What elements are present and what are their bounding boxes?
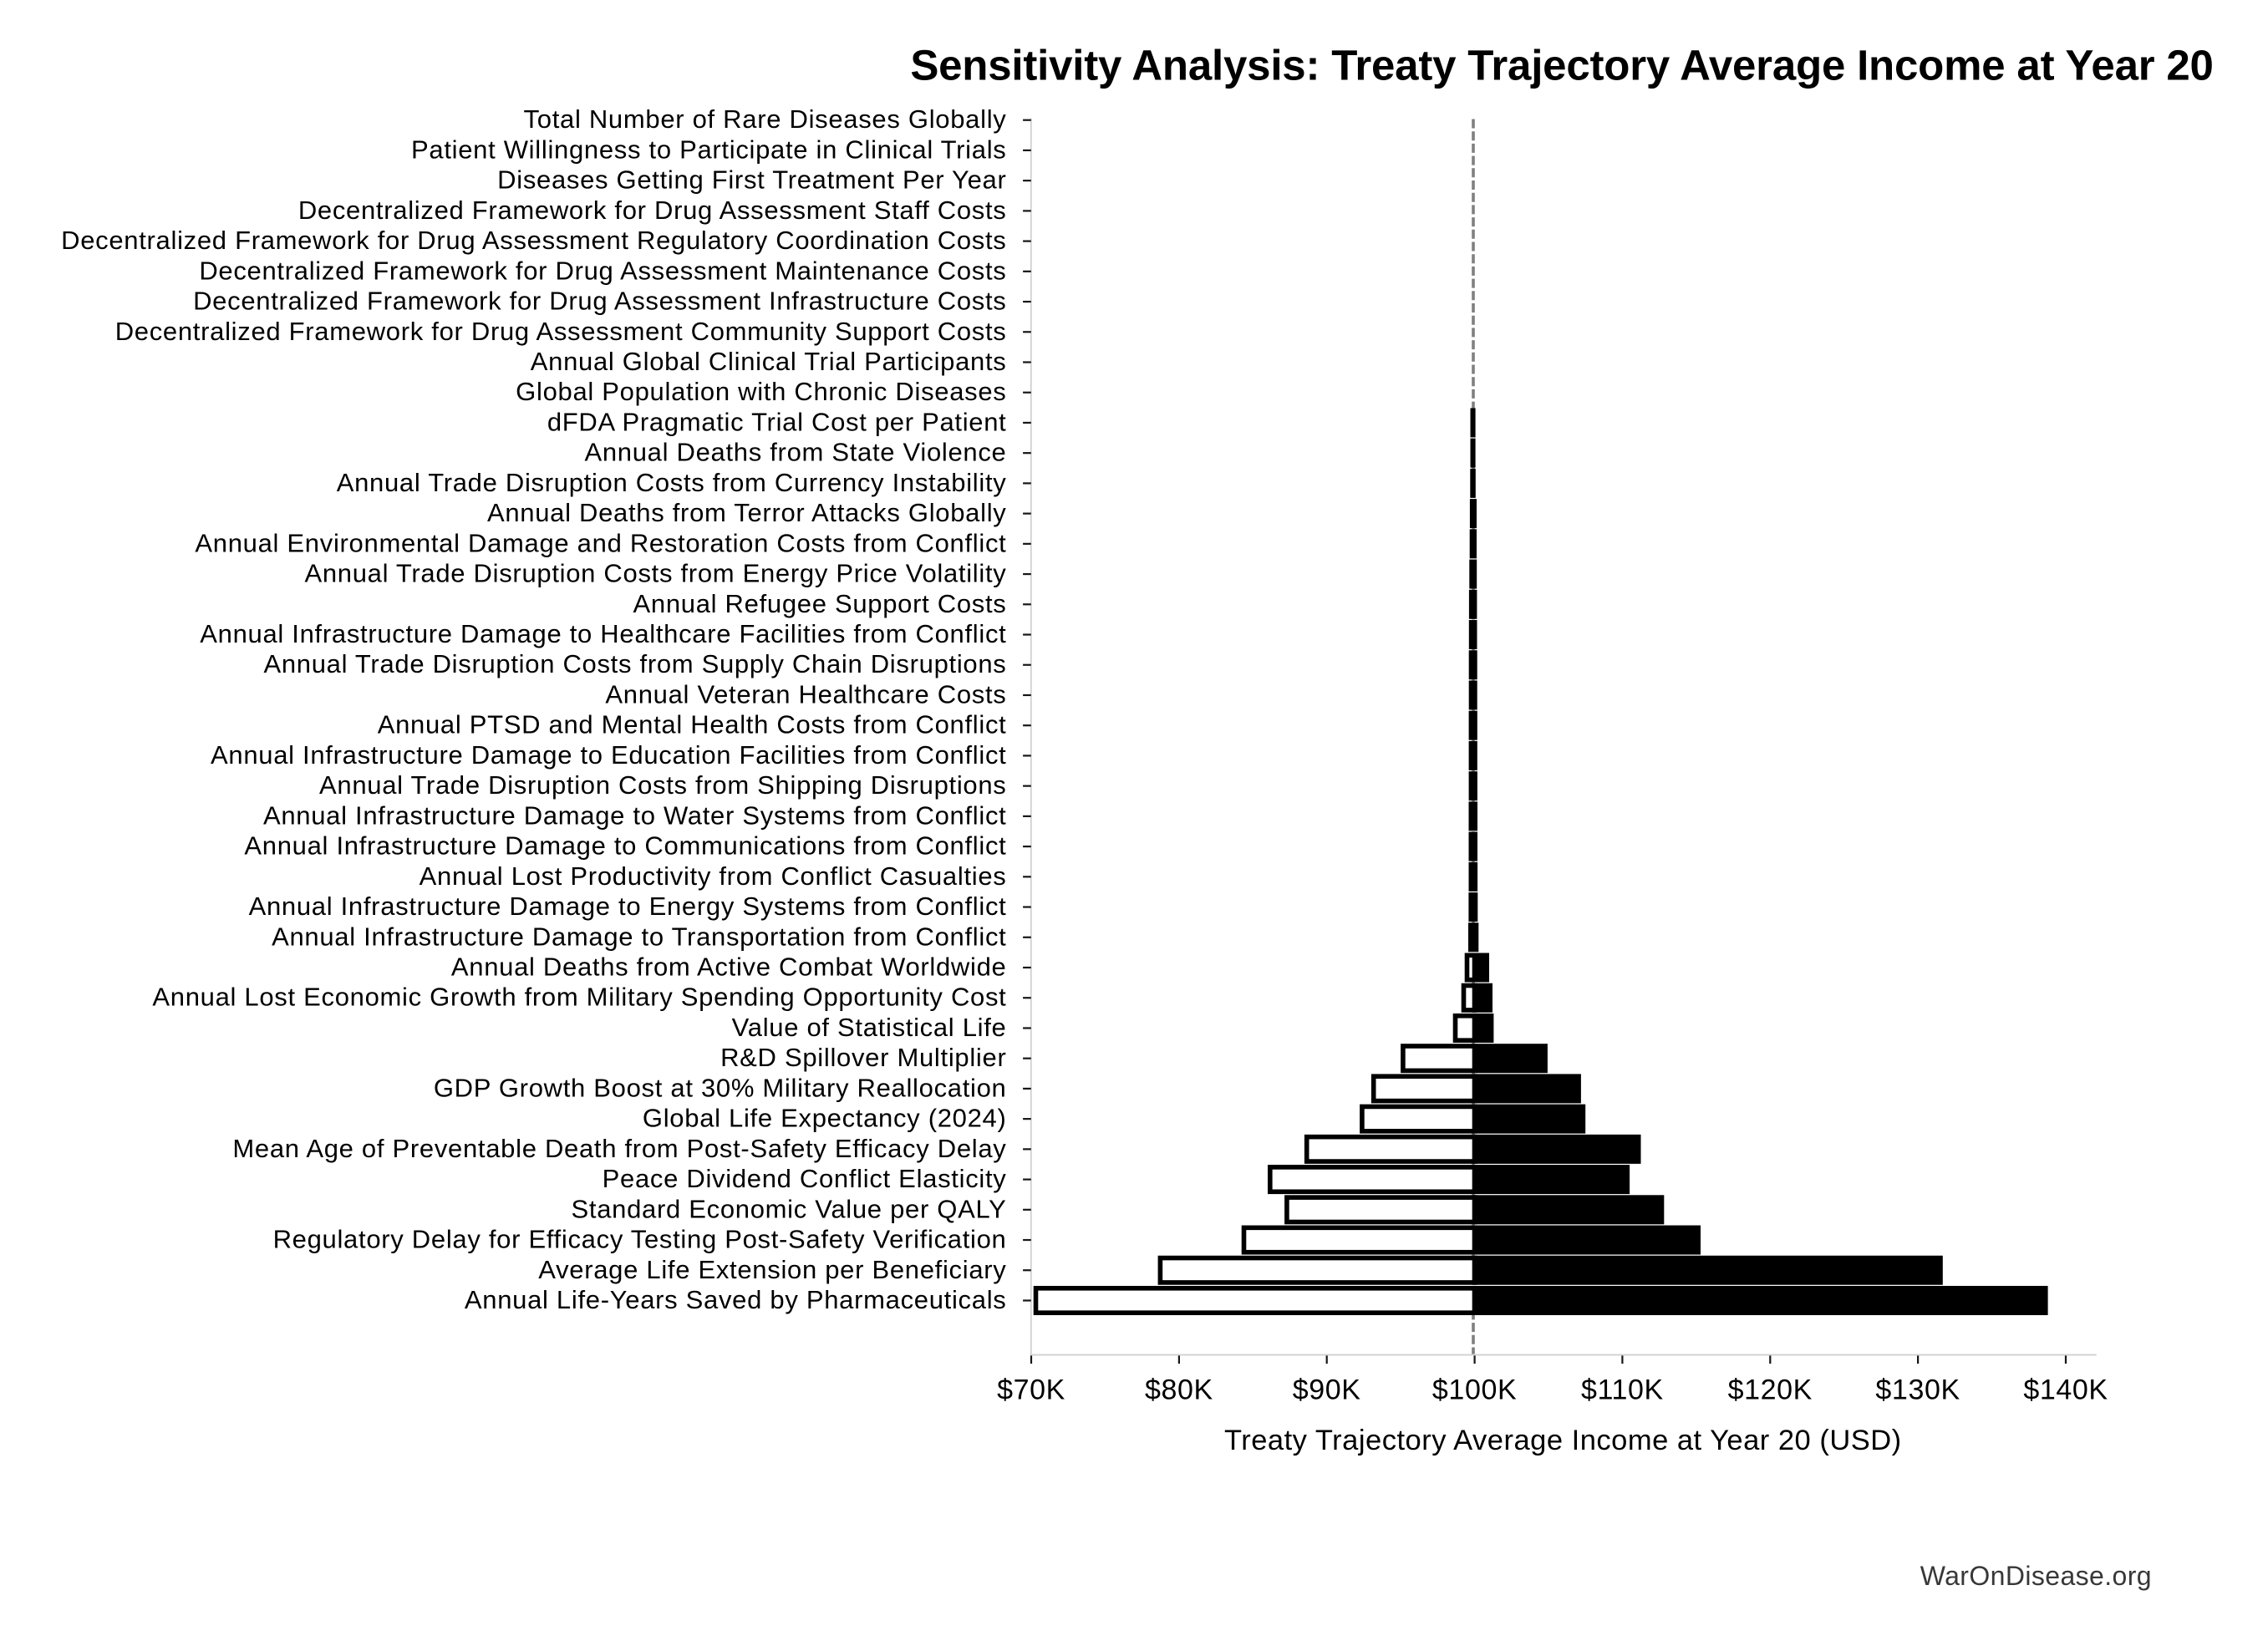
svg-text:$90K: $90K (1293, 1374, 1361, 1405)
svg-text:Annual Refugee Support Costs: Annual Refugee Support Costs (633, 589, 1007, 618)
svg-text:Annual Lost Economic Growth fr: Annual Lost Economic Growth from Militar… (152, 983, 1006, 1012)
svg-text:Annual Infrastructure Damage t: Annual Infrastructure Damage to Healthca… (200, 619, 1006, 648)
svg-text:$120K: $120K (1728, 1374, 1813, 1405)
svg-text:Mean Age of Preventable Death: Mean Age of Preventable Death from Post-… (232, 1134, 1006, 1163)
svg-text:Decentralized Framework for Dr: Decentralized Framework for Drug Assessm… (193, 287, 1006, 316)
svg-text:Global Life Expectancy (2024): Global Life Expectancy (2024) (643, 1104, 1007, 1133)
svg-text:GDP Growth Boost at 30% Milita: GDP Growth Boost at 30% Military Realloc… (434, 1073, 1007, 1102)
svg-text:Annual Deaths from State Viole: Annual Deaths from State Violence (584, 438, 1006, 467)
svg-text:Annual Infrastructure Damage t: Annual Infrastructure Damage to Communic… (244, 831, 1006, 861)
svg-text:Sensitivity Analysis: Treaty T: Sensitivity Analysis: Treaty Trajectory … (910, 42, 2213, 89)
svg-text:Decentralized Framework for Dr: Decentralized Framework for Drug Assessm… (115, 317, 1007, 346)
svg-text:$80K: $80K (1145, 1374, 1213, 1405)
svg-text:Regulatory Delay for Efficacy: Regulatory Delay for Efficacy Testing Po… (273, 1225, 1007, 1254)
svg-text:Total Number of Rare Diseases: Total Number of Rare Diseases Globally (524, 104, 1007, 134)
svg-text:Annual Infrastructure Damage t: Annual Infrastructure Damage to Transpor… (272, 922, 1006, 951)
svg-text:Annual Global Clinical Trial P: Annual Global Clinical Trial Participant… (531, 347, 1007, 376)
svg-text:R&D Spillover Multiplier: R&D Spillover Multiplier (720, 1043, 1006, 1072)
svg-text:Value of Statistical Life: Value of Statistical Life (732, 1013, 1007, 1042)
svg-text:$130K: $130K (1875, 1374, 1960, 1405)
svg-text:Annual Veteran Healthcare Cost: Annual Veteran Healthcare Costs (605, 680, 1006, 709)
svg-text:Annual Trade Disruption Costs: Annual Trade Disruption Costs from Energ… (304, 559, 1006, 588)
svg-text:Annual Trade Disruption Costs: Annual Trade Disruption Costs from Suppl… (263, 649, 1006, 678)
svg-text:dFDA Pragmatic Trial Cost per: dFDA Pragmatic Trial Cost per Patient (547, 408, 1007, 437)
svg-text:Standard Economic Value per QA: Standard Economic Value per QALY (572, 1194, 1007, 1223)
svg-text:Annual Trade Disruption Costs: Annual Trade Disruption Costs from Shipp… (319, 770, 1007, 800)
svg-text:Annual Deaths from Active Comb: Annual Deaths from Active Combat Worldwi… (451, 953, 1007, 982)
svg-text:Annual Deaths from Terror Atta: Annual Deaths from Terror Attacks Global… (487, 498, 1007, 527)
svg-text:$110K: $110K (1581, 1374, 1664, 1405)
svg-text:Decentralized Framework for Dr: Decentralized Framework for Drug Assessm… (199, 256, 1006, 285)
svg-text:Decentralized Framework for Dr: Decentralized Framework for Drug Assessm… (61, 226, 1006, 255)
svg-text:Annual Environmental Damage an: Annual Environmental Damage and Restorat… (195, 528, 1006, 557)
svg-text:Annual Life-Years Saved by Pha: Annual Life-Years Saved by Pharmaceutica… (465, 1285, 1007, 1314)
svg-text:Annual Infrastructure Damage t: Annual Infrastructure Damage to Water Sy… (263, 800, 1007, 830)
svg-text:Decentralized Framework for Dr: Decentralized Framework for Drug Assessm… (298, 196, 1007, 225)
svg-text:WarOnDisease.org: WarOnDisease.org (1920, 1561, 2152, 1591)
svg-text:Annual PTSD and Mental Health: Annual PTSD and Mental Health Costs from… (378, 710, 1007, 739)
svg-text:Diseases Getting First Treatme: Diseases Getting First Treatment Per Yea… (497, 165, 1006, 195)
svg-text:Peace Dividend Conflict Elasti: Peace Dividend Conflict Elasticity (603, 1164, 1007, 1193)
svg-text:Annual Infrastructure Damage t: Annual Infrastructure Damage to Educatio… (211, 740, 1007, 770)
svg-text:Annual Lost Productivity from: Annual Lost Productivity from Conflict C… (420, 861, 1007, 891)
svg-text:Annual Trade Disruption Costs: Annual Trade Disruption Costs from Curre… (337, 468, 1007, 497)
svg-text:Annual Infrastructure Damage t: Annual Infrastructure Damage to Energy S… (249, 892, 1007, 921)
svg-text:$140K: $140K (2023, 1374, 2108, 1405)
svg-text:$100K: $100K (1432, 1374, 1517, 1405)
svg-text:Global Population with Chronic: Global Population with Chronic Diseases (516, 377, 1006, 406)
svg-text:$70K: $70K (997, 1374, 1065, 1405)
svg-text:Patient Willingness to Partici: Patient Willingness to Participate in Cl… (411, 135, 1007, 164)
svg-text:Average Life Extension per Ben: Average Life Extension per Beneficiary (538, 1255, 1006, 1284)
svg-text:Treaty Trajectory Average Inco: Treaty Trajectory Average Income at Year… (1224, 1425, 1902, 1456)
